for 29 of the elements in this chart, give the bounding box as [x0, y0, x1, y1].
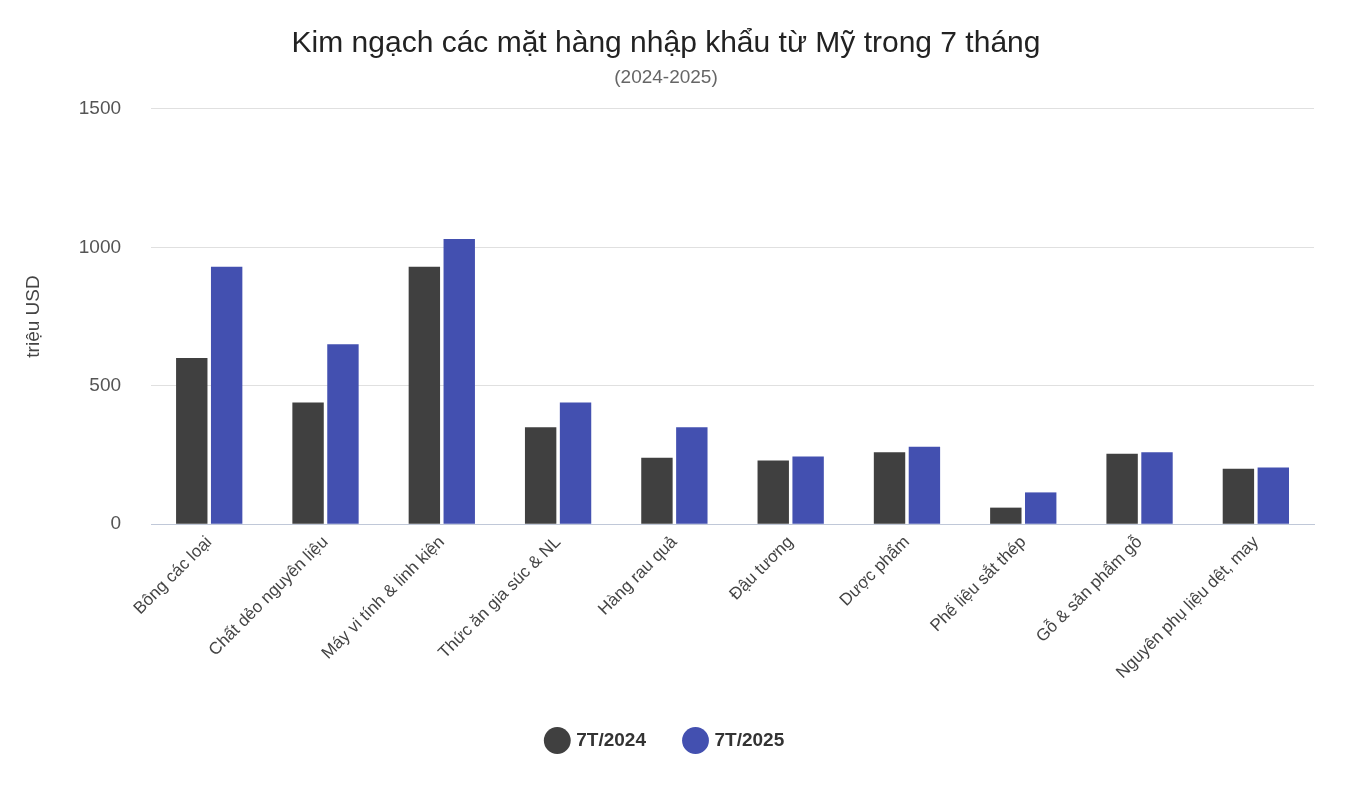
bar [292, 402, 324, 524]
bar [641, 457, 673, 524]
legend-label: 7T/2024 [576, 728, 647, 750]
bar [792, 456, 824, 524]
legend-label: 7T/2025 [714, 728, 785, 750]
y-axis-title: triệu USD [21, 275, 43, 358]
y-tick-label: 0 [110, 512, 122, 534]
bar [559, 402, 592, 524]
bar [524, 427, 557, 524]
bar [443, 238, 475, 524]
bar [676, 427, 708, 524]
bar [1257, 467, 1289, 524]
chart-title: Kim ngạch các mặt hàng nhập khẩu từ Mỹ trong 7 tháng [291, 25, 1041, 59]
bar [1106, 453, 1138, 524]
y-tick-label: 1000 [78, 235, 122, 257]
bar [327, 344, 359, 524]
bar [1222, 468, 1255, 524]
bar [990, 507, 1022, 524]
y-tick-label: 1500 [78, 97, 122, 119]
y-tick-label: 500 [89, 374, 122, 395]
bar [1141, 452, 1173, 524]
bar [908, 446, 941, 524]
bar [408, 266, 441, 524]
bar [176, 358, 208, 524]
bar [757, 460, 789, 524]
bar [1025, 492, 1057, 524]
bar [873, 452, 906, 524]
chart-subtitle: (2024-2025) [614, 65, 718, 87]
bar [210, 266, 243, 524]
